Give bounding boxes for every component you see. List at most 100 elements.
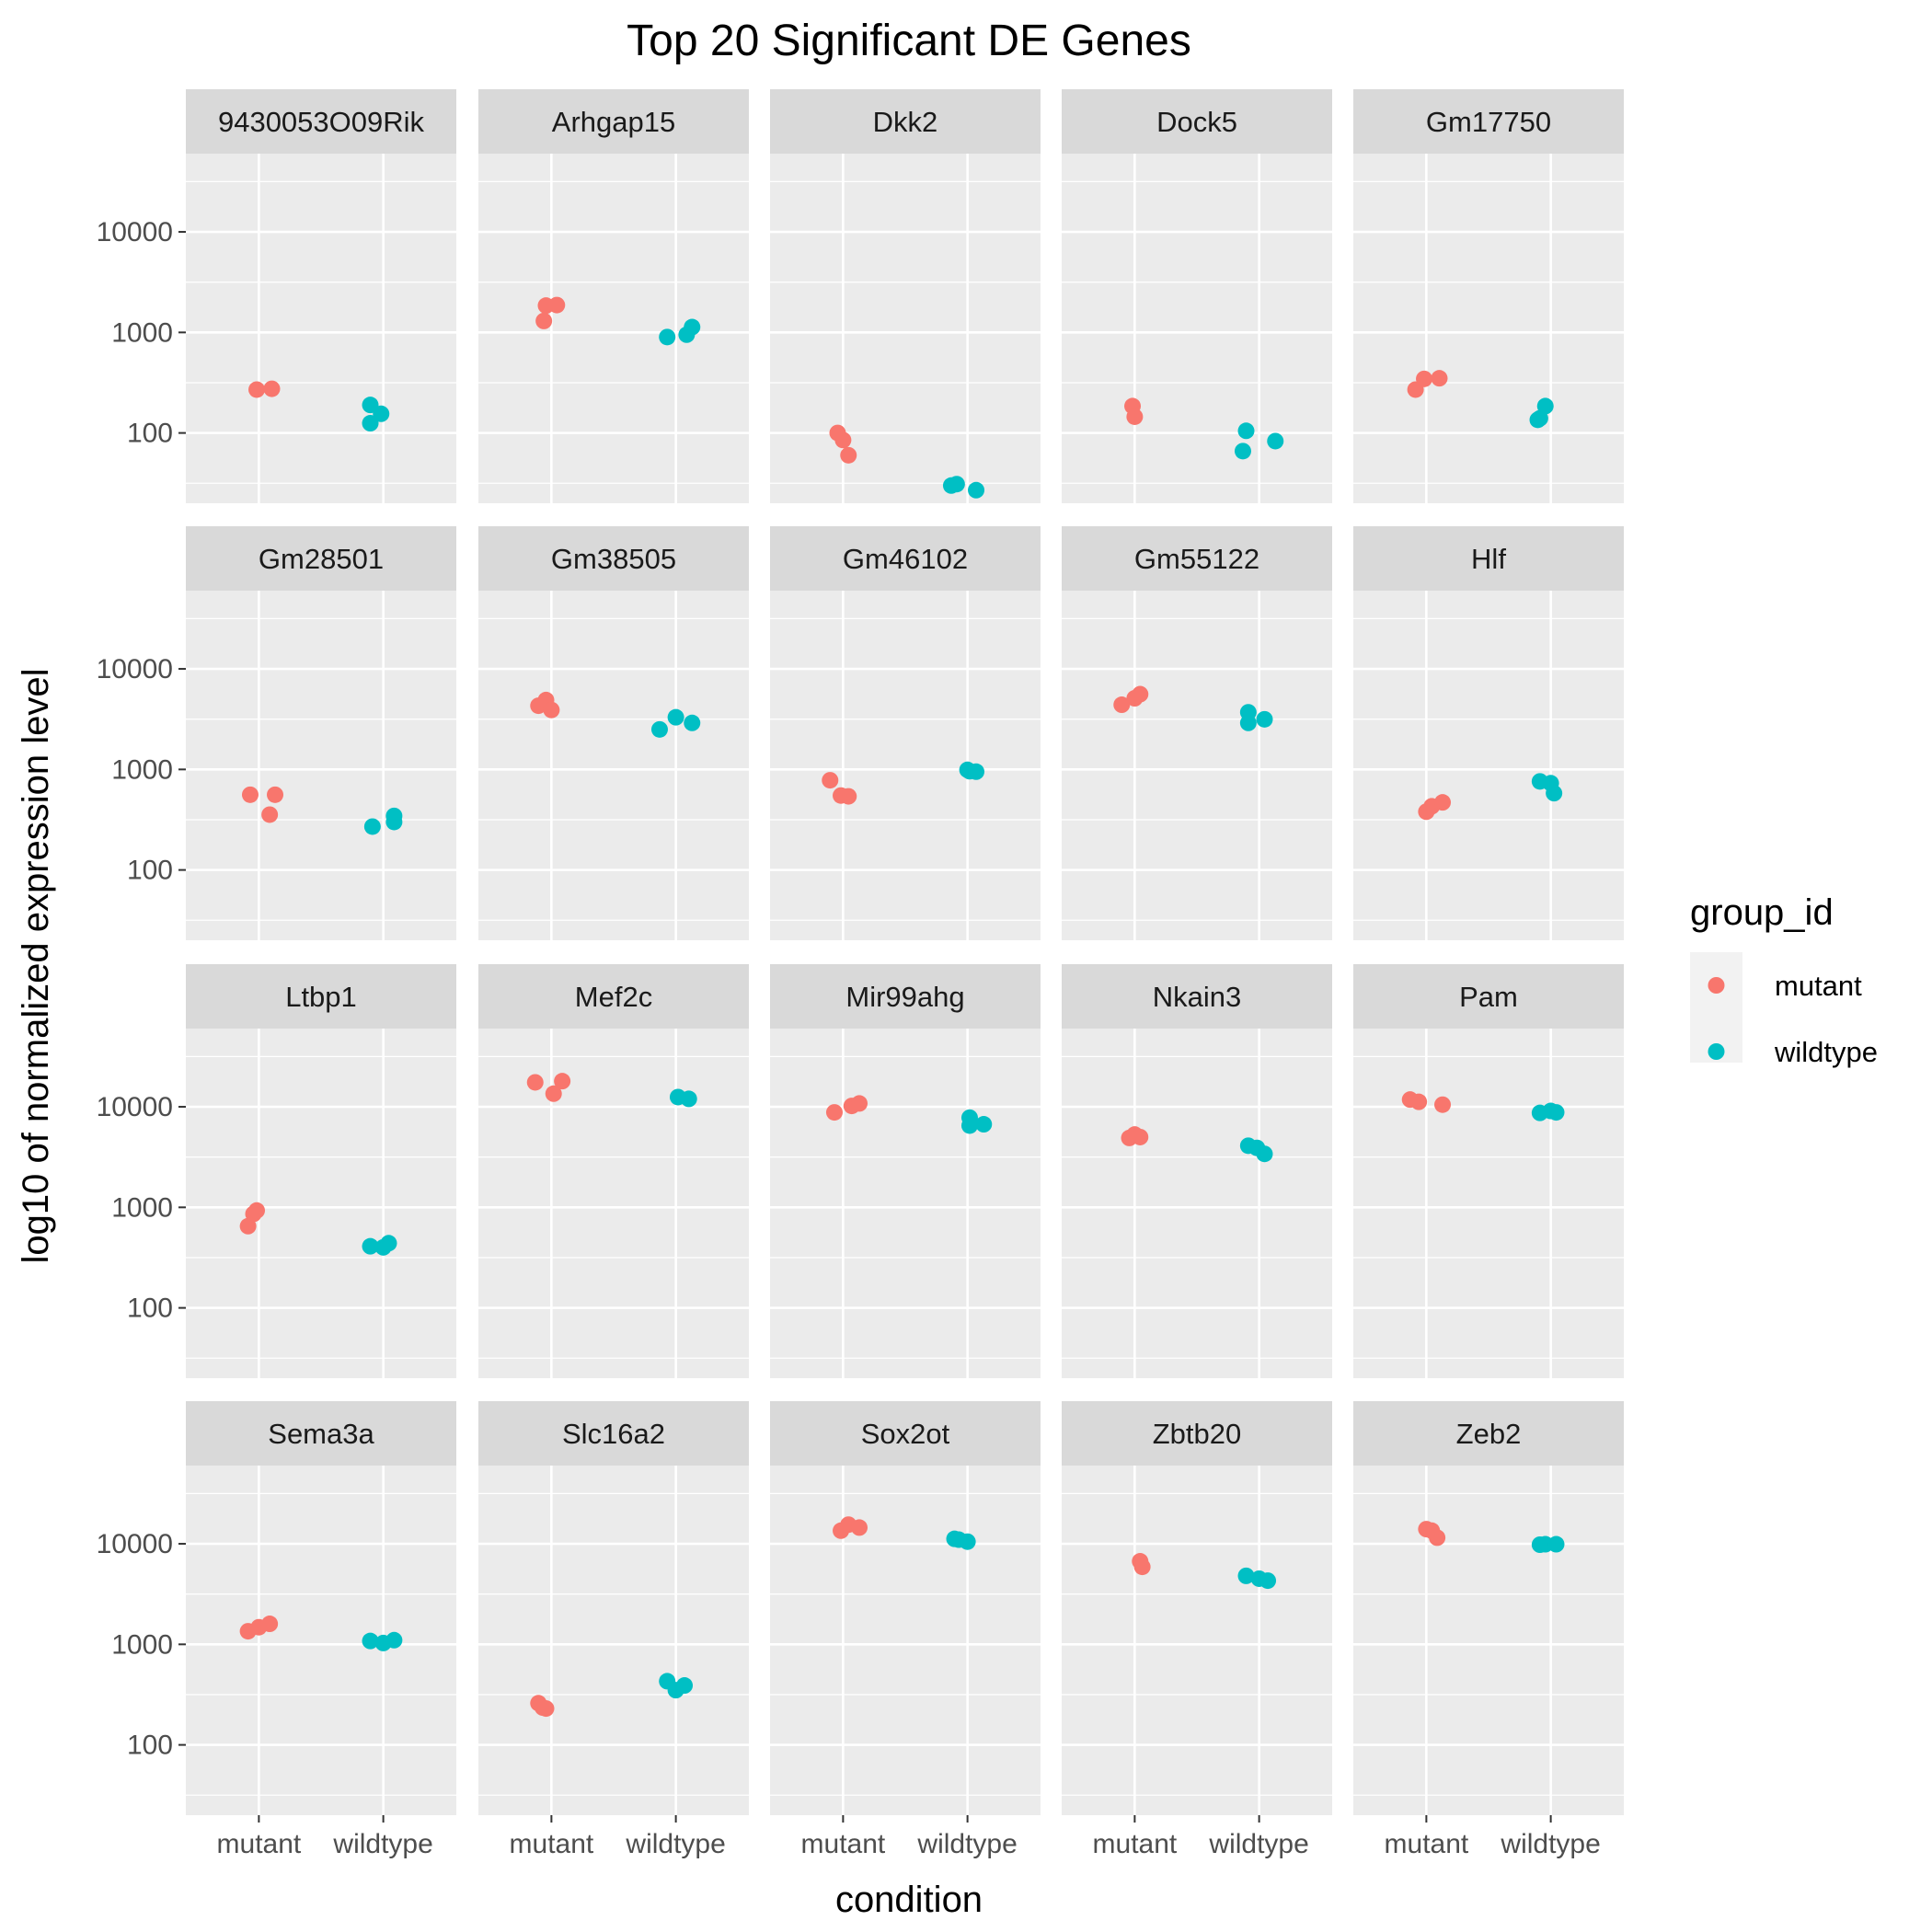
facet-strip-label: Sema3a <box>268 1418 374 1450</box>
data-point-wildtype <box>684 318 701 336</box>
legend: group_id mutant wildtype <box>1690 892 1878 1068</box>
data-point-wildtype <box>1536 397 1554 415</box>
panel-background <box>770 1029 1041 1378</box>
facet-strip-label: Slc16a2 <box>562 1418 665 1450</box>
data-point-mutant <box>248 1202 266 1219</box>
panel-background <box>770 591 1041 940</box>
facet-strip-label: Nkain3 <box>1153 981 1242 1013</box>
data-point-wildtype <box>667 708 684 726</box>
panel-background <box>478 1466 749 1815</box>
data-point-mutant <box>1113 696 1131 714</box>
data-point-wildtype <box>960 1117 978 1134</box>
y-tick-label: 10000 <box>97 1092 173 1122</box>
facet-panel-Mir99ahg: Mir99ahg <box>770 964 1041 1378</box>
facet-panels: 9430053O09Rik 100 1000 10000 Arhgap15 Dkk2 Doc… <box>97 89 1624 1859</box>
panel-background <box>1062 591 1332 940</box>
facet-panel-Pam: Pam <box>1353 964 1624 1378</box>
data-point-wildtype <box>1547 1104 1565 1121</box>
y-tick-label: 100 <box>127 1294 173 1324</box>
data-point-mutant <box>834 431 852 449</box>
data-point-wildtype <box>959 1533 976 1550</box>
panel-background <box>186 1466 456 1815</box>
data-point-mutant <box>840 788 857 805</box>
data-point-mutant <box>825 1104 843 1121</box>
data-point-wildtype <box>362 1632 379 1650</box>
facet-panel-Gm38505: Gm38505 <box>478 526 749 940</box>
facet-strip <box>186 89 456 154</box>
facet-panel-Sox2ot: Sox2ot mutant wildtype <box>770 1401 1041 1859</box>
x-tick-label: wildtype <box>1208 1829 1308 1859</box>
x-tick-label: mutant <box>510 1829 594 1859</box>
facet-panel-Zbtb20: Zbtb20 mutant wildtype <box>1062 1401 1332 1859</box>
data-point-mutant <box>554 1073 571 1090</box>
facet-panel-Nkain3: Nkain3 <box>1062 964 1332 1378</box>
x-tick-label: wildtype <box>332 1829 432 1859</box>
facet-strip-label: Hlf <box>1471 543 1506 575</box>
data-point-mutant <box>1410 1093 1428 1110</box>
y-tick-label: 10000 <box>97 654 173 684</box>
facet-strip <box>1353 89 1624 154</box>
facet-panel-Dkk2: Dkk2 <box>770 89 1041 503</box>
data-point-wildtype <box>968 763 985 780</box>
facet-panel-Dock5: Dock5 <box>1062 89 1332 503</box>
facet-strip-label: Ltbp1 <box>285 981 357 1013</box>
data-point-mutant <box>1133 1558 1151 1576</box>
facet-strip-label: Gm38505 <box>551 543 676 575</box>
facet-strip-label: Sox2ot <box>861 1418 950 1450</box>
facet-strip <box>1062 964 1332 1029</box>
facet-strip <box>1062 89 1332 154</box>
facet-panel-Zeb2: Zeb2 mutant wildtype <box>1353 1401 1624 1859</box>
x-axis-title: condition <box>835 1880 983 1920</box>
facet-strip-label: Dkk2 <box>873 106 938 138</box>
data-point-wildtype <box>362 1237 379 1255</box>
data-point-wildtype <box>650 720 668 738</box>
facet-panel-Gm28501: Gm28501 100 1000 10000 <box>97 526 456 940</box>
data-point-mutant <box>851 1519 868 1536</box>
facet-panel-Arhgap15: Arhgap15 <box>478 89 749 503</box>
legend-title: group_id <box>1690 892 1834 933</box>
panel-background <box>1353 154 1624 503</box>
x-tick-label: wildtype <box>916 1829 1017 1859</box>
y-tick-label: 10000 <box>97 1529 173 1559</box>
data-point-mutant <box>263 380 281 397</box>
facet-panel-Mef2c: Mef2c <box>478 964 749 1378</box>
chart-title: Top 20 Significant DE Genes <box>627 17 1191 65</box>
facet-strip <box>1353 964 1624 1029</box>
facet-strip-label: Zeb2 <box>1456 1418 1522 1450</box>
data-point-mutant <box>1132 685 1149 703</box>
y-axis-title: log10 of normalized expression level <box>16 668 56 1263</box>
facet-panel-Hlf: Hlf <box>1353 526 1624 940</box>
x-tick-label: mutant <box>1093 1829 1178 1859</box>
panel-background <box>1062 1029 1332 1378</box>
data-point-mutant <box>1429 1529 1446 1547</box>
data-point-wildtype <box>1256 710 1273 728</box>
facet-strip-label: Gm17750 <box>1426 106 1551 138</box>
data-point-wildtype <box>1267 432 1284 450</box>
facet-strip <box>770 526 1041 591</box>
data-point-mutant <box>261 806 279 823</box>
data-point-wildtype <box>676 1677 694 1695</box>
data-point-wildtype <box>385 813 403 831</box>
data-point-wildtype <box>975 1116 993 1133</box>
facet-strip-label: Gm55122 <box>1134 543 1259 575</box>
facet-panel-Slc16a2: Slc16a2 mutant wildtype <box>478 1401 749 1859</box>
y-tick-label: 1000 <box>111 1192 173 1223</box>
facet-strip-label: 9430053O09Rik <box>218 106 425 138</box>
data-point-wildtype <box>1256 1145 1273 1163</box>
panel-background <box>478 591 749 940</box>
facet-strip-label: Gm28501 <box>259 543 384 575</box>
data-point-mutant <box>1416 370 1433 387</box>
y-tick-label: 1000 <box>111 1629 173 1660</box>
facet-strip <box>478 89 749 154</box>
data-point-mutant <box>840 446 857 464</box>
data-point-mutant <box>1434 1096 1452 1113</box>
y-tick-label: 1000 <box>111 754 173 785</box>
data-point-wildtype <box>380 1235 397 1252</box>
data-point-wildtype <box>1239 714 1257 731</box>
data-point-mutant <box>1434 794 1452 811</box>
facet-strip-label: Arhgap15 <box>552 106 675 138</box>
facet-panel-Ltbp1: Ltbp1 100 1000 10000 <box>97 964 456 1378</box>
panel-background <box>770 154 1041 503</box>
data-point-mutant <box>526 1074 544 1091</box>
data-point-mutant <box>267 786 284 803</box>
